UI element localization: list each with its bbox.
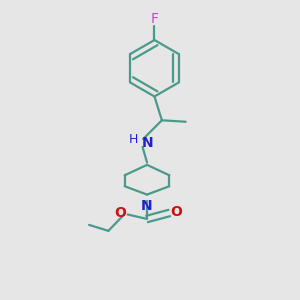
Text: O: O [170, 205, 182, 218]
Text: N: N [141, 199, 153, 213]
Text: F: F [151, 12, 158, 26]
Text: N: N [142, 136, 154, 150]
Text: O: O [115, 206, 127, 220]
Text: H: H [129, 133, 138, 146]
